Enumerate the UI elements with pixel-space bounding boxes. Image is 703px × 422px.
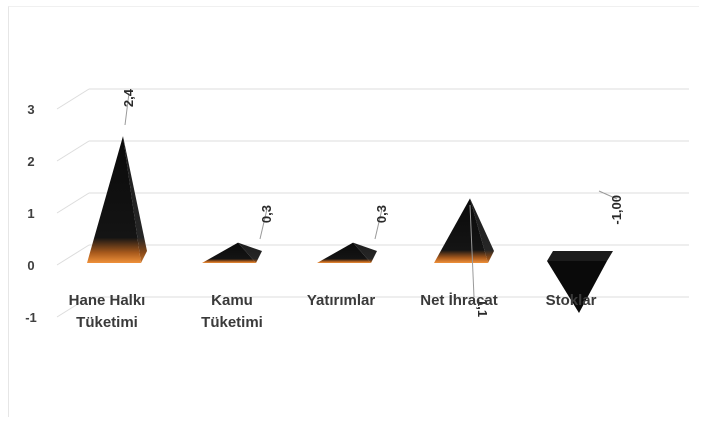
data-label: 2,4 [121, 88, 136, 107]
y-tick-label: 0 [27, 258, 34, 273]
category-label: Kamu Tüketimi [201, 292, 263, 331]
gridline-depth [56, 88, 90, 110]
category-label: Yatırımlar [307, 292, 376, 309]
data-label-leader [124, 92, 130, 126]
pyramid-side-face [238, 242, 262, 263]
pyramid-mark [547, 251, 613, 313]
y-tick-label: 3 [27, 102, 34, 117]
category-label: Stoklar [546, 292, 597, 309]
y-tick-label: -1 [25, 310, 37, 325]
pyramid-chart: -1 0 1 2 3 2,4 0,3 0,3 1,1 -1,00 Hane Halkı Tüket… [25, 88, 689, 331]
pyramid-marks [87, 136, 613, 313]
data-label: -1,00 [609, 195, 624, 225]
data-labels: 2,4 0,3 0,3 1,1 -1,00 [121, 88, 624, 317]
pyramid-front-face [202, 242, 256, 263]
pyramid-side-face [123, 136, 147, 263]
pyramid-mark [434, 198, 494, 263]
pyramid-mark [87, 136, 147, 263]
chart-frame: -1 0 1 2 3 2,4 0,3 0,3 1,1 -1,00 Hane Halkı Tüket… [8, 6, 699, 417]
category-label: Net İhracat [420, 292, 498, 309]
grid-layer [56, 88, 689, 318]
gridline-depth [56, 244, 90, 266]
pyramid-front-face [434, 198, 488, 263]
data-label-leader [469, 204, 475, 298]
data-label: 0,3 [259, 205, 274, 223]
gridline-depth [56, 140, 90, 162]
gridline-depth [56, 192, 90, 214]
pyramid-side-face [470, 198, 494, 263]
y-tick-label: 2 [27, 154, 34, 169]
pyramid-top-face [547, 251, 613, 261]
pyramid-front-face [547, 261, 607, 313]
pyramid-front-face [317, 242, 371, 263]
pyramid-side-face [353, 242, 377, 263]
data-label-leader [259, 208, 268, 240]
data-label: 0,3 [374, 205, 389, 223]
pyramid-front-face [87, 136, 141, 263]
pyramid-mark [317, 242, 377, 263]
y-axis-tick-labels: -1 0 1 2 3 [25, 102, 37, 325]
category-labels: Hane Halkı Tüketimi Kamu Tüketimi Yatırımlar… [69, 292, 597, 331]
category-label: Hane Halkı Tüketimi [69, 292, 146, 331]
data-label-leader [374, 208, 383, 240]
data-label: 1,1 [475, 299, 490, 317]
data-label-leader [598, 190, 618, 200]
pyramid-mark [202, 242, 262, 263]
y-tick-label: 1 [27, 206, 34, 221]
gridline-depth [56, 296, 90, 318]
